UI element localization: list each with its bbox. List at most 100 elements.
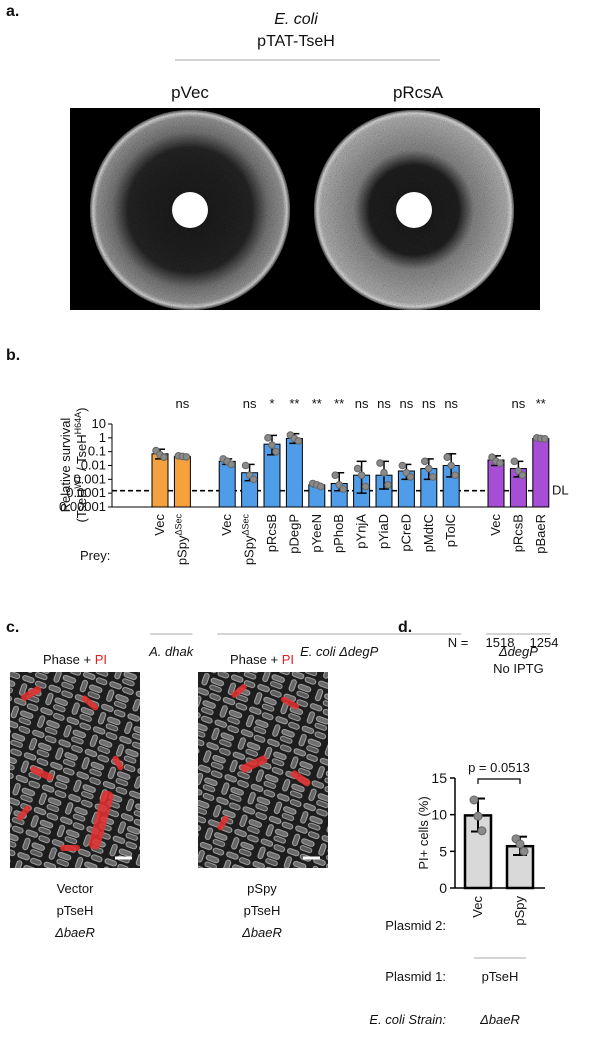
panel-label: a. (6, 3, 19, 20)
label-part: Vec (152, 514, 167, 536)
y-axis-label: Relative survival (58, 418, 73, 513)
x-tick-label: pMdtC (421, 514, 436, 552)
y-tick-label: 0.1 (88, 444, 106, 459)
label-part: pTolC (443, 514, 458, 547)
data-point (268, 441, 276, 449)
group-label: ΔdegP (498, 644, 538, 659)
data-point (249, 475, 258, 484)
column-label: pRcsA (393, 83, 444, 102)
strain: ΔbaeR (479, 1012, 520, 1027)
x-tick-label: Vec (152, 514, 167, 536)
x-tick-label: pRcsB (510, 514, 525, 552)
label-part: (TseH (74, 489, 89, 523)
data-point (421, 457, 429, 466)
n-value: 1518 (486, 635, 515, 650)
data-point (406, 473, 415, 481)
panel-label: d. (398, 619, 412, 636)
data-point (241, 461, 250, 470)
data-point (496, 459, 504, 467)
data-point (294, 437, 303, 445)
label-part: Vec (219, 514, 234, 536)
data-point (317, 482, 325, 491)
data-point (398, 461, 407, 470)
data-point (384, 481, 392, 489)
bar (487, 459, 505, 508)
group-label: E. coli ΔdegP (300, 644, 378, 659)
label-part: pPhoB (331, 514, 346, 553)
row-label: Plasmid 2: (385, 918, 446, 933)
data-point (361, 482, 370, 491)
image-title: Phase + PI (43, 652, 107, 667)
p-value: p = 0.0513 (468, 760, 530, 775)
x-tick-label: pDegP (286, 514, 301, 554)
caption: Vector (57, 881, 95, 896)
label-part: pSpy (174, 535, 189, 565)
y-tick-label: 0.01 (81, 458, 106, 473)
panel-label: b. (6, 347, 20, 364)
label-part: pSpy (242, 535, 257, 565)
disc (172, 192, 208, 228)
significance: ** (334, 396, 344, 411)
data-point (477, 826, 487, 836)
caption: pTseH (244, 903, 281, 918)
x-tick-label: pYeeN (309, 514, 324, 553)
data-point (519, 846, 529, 856)
y-tick-label: 0.001 (73, 471, 106, 486)
data-point (447, 461, 456, 470)
data-point (357, 471, 366, 479)
x-tick-label: pRcsB (264, 514, 279, 552)
label-part: pMdtC (421, 514, 436, 552)
x-tick-label: pCreD (398, 514, 413, 552)
label-part: / TseH (74, 434, 89, 474)
label-part: ) (74, 407, 89, 411)
significance: ns (176, 396, 190, 411)
data-point (429, 473, 437, 481)
y-tick-label: 0.0001 (66, 485, 106, 500)
title: pTAT-TseH (257, 33, 335, 50)
data-point (376, 459, 384, 467)
label-part: pDegP (286, 514, 301, 554)
x-tick-label: pYiaD (376, 514, 391, 549)
significance: ns (243, 396, 257, 411)
data-point (160, 453, 168, 461)
y-tick-label: 15 (431, 770, 447, 786)
title-part: Phase + (230, 652, 282, 667)
data-point (339, 485, 348, 493)
label-part: pCreD (398, 514, 413, 552)
plasmid-1: pTseH (482, 969, 519, 984)
data-point (518, 471, 527, 479)
bar (173, 455, 191, 508)
label-part: pYnjA (354, 514, 369, 549)
label-part: ΔSec (173, 514, 183, 536)
y-tick-label: 0.00001 (59, 499, 106, 514)
bar (151, 453, 169, 508)
bar (285, 437, 303, 508)
column-label: pVec (171, 83, 209, 102)
data-point (264, 434, 272, 442)
data-point (353, 464, 362, 473)
bracket (477, 778, 521, 784)
data-point (272, 447, 280, 456)
image-title: Phase + PI (230, 652, 294, 667)
title: E. coli (274, 11, 318, 28)
significance: ns (355, 396, 369, 411)
data-point (515, 839, 525, 849)
y-axis-label: PI+ cells (%) (416, 796, 431, 869)
caption: ΔbaeR (54, 925, 95, 940)
x-tick-label: pBaeR (533, 514, 548, 554)
significance: ns (512, 396, 526, 411)
caption: pTseH (57, 903, 94, 918)
label-part: H64A (73, 412, 83, 435)
x-tick-label: pSpyΔSec (173, 514, 189, 566)
label-part: pRcsB (510, 514, 525, 552)
x-tick-label: Vec (488, 514, 503, 536)
significance: ** (312, 396, 322, 411)
significance: ns (444, 396, 458, 411)
data-point (473, 811, 483, 821)
row-label: Prey: (80, 548, 110, 563)
row-label: Plasmid 1: (385, 969, 446, 984)
data-point (227, 460, 235, 469)
label-part: pBaeR (533, 514, 548, 554)
n-label: N = (448, 635, 469, 650)
